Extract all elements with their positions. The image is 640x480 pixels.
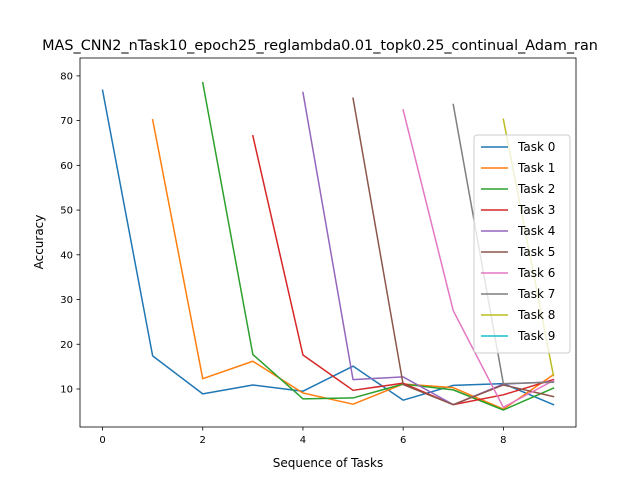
x-axis-label: Sequence of Tasks	[273, 456, 384, 470]
legend-label-task-3: Task 3	[517, 203, 555, 217]
legend-label-task-2: Task 2	[517, 182, 555, 196]
series-line-task-7	[452, 103, 555, 385]
legend: Task 0 Task 1 Task 2 Task 3 Task 4 Task 5 Task…	[473, 134, 571, 354]
x-tick-label: 8	[500, 435, 506, 446]
y-tick-label: 60	[60, 161, 73, 172]
legend-label-task-1: Task 1	[517, 161, 555, 175]
y-tick-label: 70	[60, 116, 73, 127]
series-line-task-0	[101, 89, 555, 406]
x-tick-label: 4	[300, 435, 306, 446]
legend-label-task-5: Task 5	[517, 245, 555, 259]
y-tick-label: 40	[60, 250, 73, 261]
y-tick-label: 20	[60, 340, 73, 351]
legend-label-task-7: Task 7	[517, 287, 555, 301]
series-line-task-6	[402, 108, 555, 409]
series-line-task-5	[352, 97, 555, 406]
x-tick-label: 6	[400, 435, 406, 446]
y-tick-label: 80	[60, 71, 73, 82]
axes-layer: 0 2 4 6 8 10 20 30 40 50 60 70 80	[60, 57, 577, 446]
x-tick-label: 2	[200, 435, 206, 446]
series-line-task-2	[201, 81, 555, 411]
chart-title: MAS_CNN2_nTask10_epoch25_reglambda0.01_t…	[42, 38, 598, 54]
legend-label-task-8: Task 8	[517, 308, 555, 322]
y-tick-label: 10	[60, 384, 73, 395]
y-axis-label: Accuracy	[32, 215, 46, 270]
x-tick-label: 0	[99, 435, 105, 446]
series-line-task-1	[151, 118, 555, 410]
plot-frame	[79, 57, 577, 428]
legend-label-task-4: Task 4	[517, 224, 555, 238]
y-tick-label: 30	[60, 295, 73, 306]
legend-label-task-0: Task 0	[517, 140, 555, 154]
legend-label-task-6: Task 6	[517, 266, 555, 280]
legend-label-task-9: Task 9	[517, 329, 555, 343]
y-tick-label: 50	[60, 206, 73, 217]
